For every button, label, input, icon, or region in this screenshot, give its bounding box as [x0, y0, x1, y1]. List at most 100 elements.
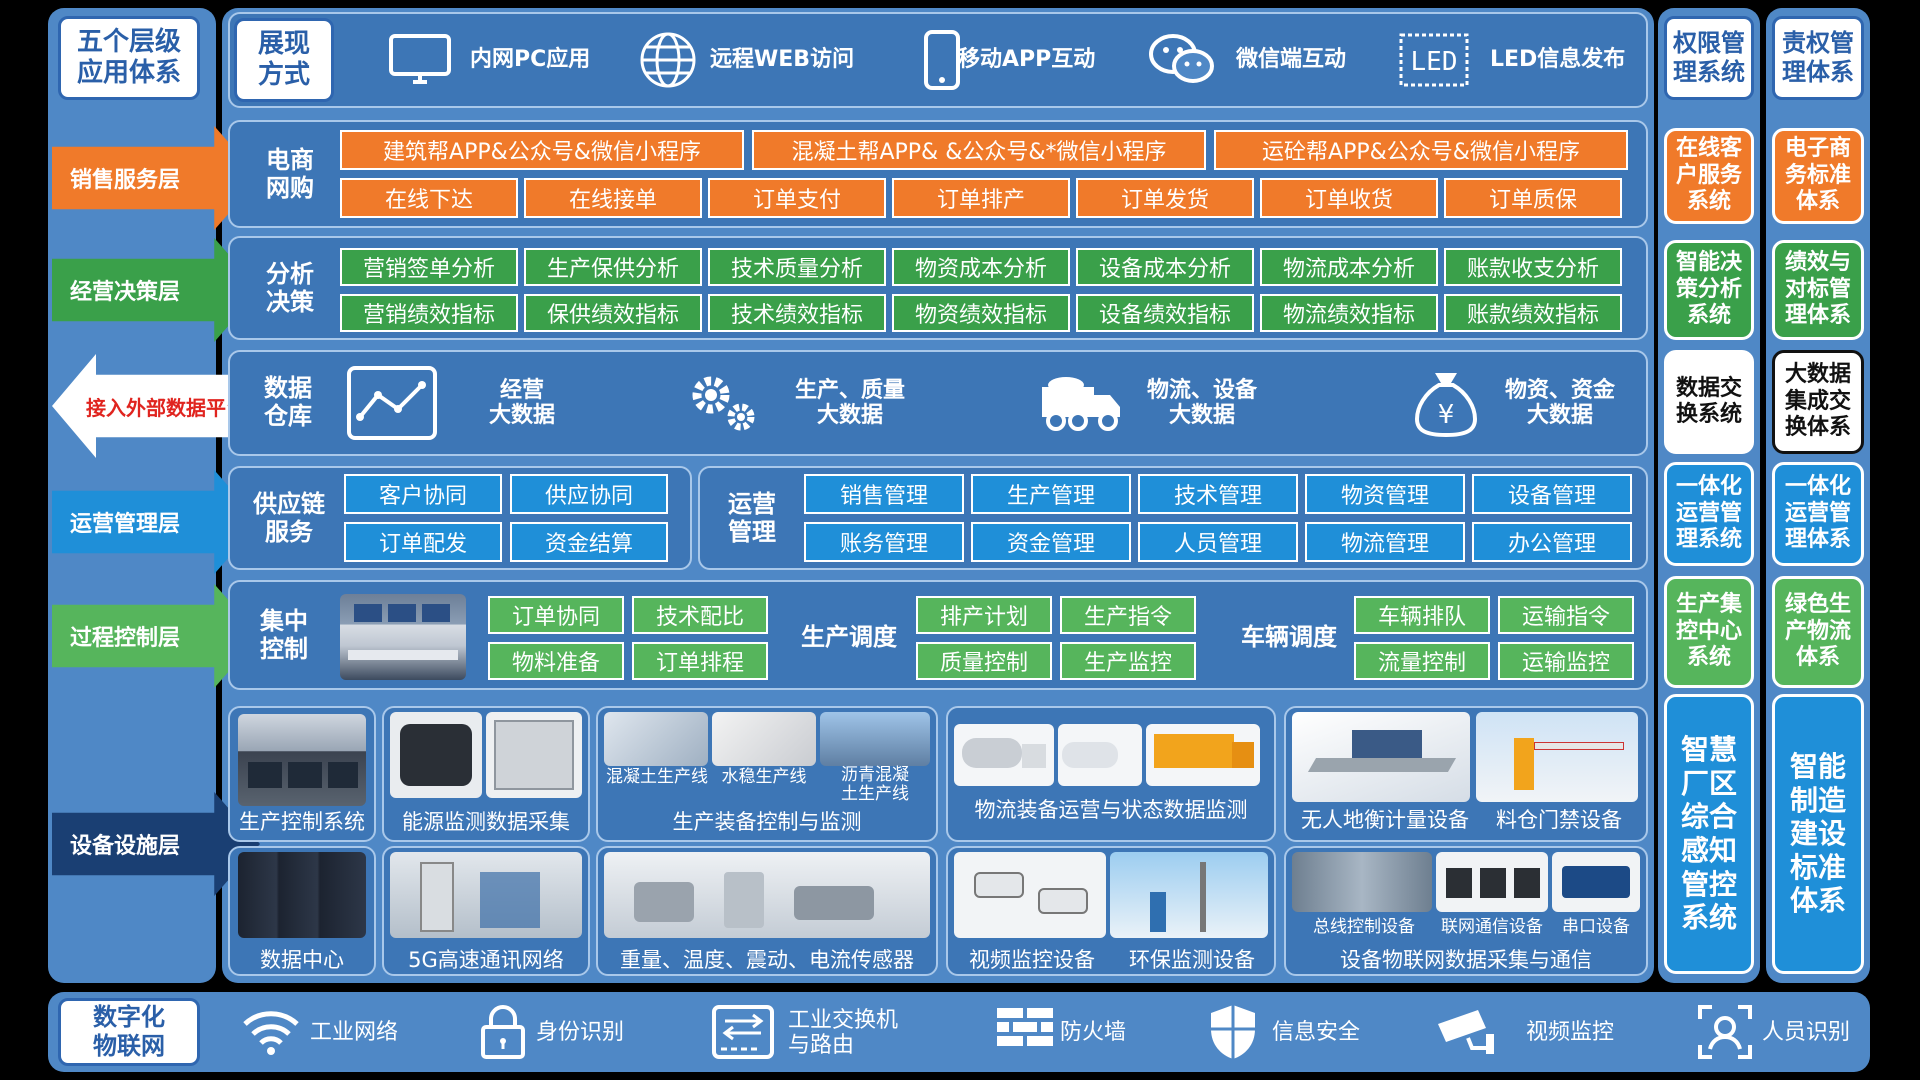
iot-item-label: 工业网络 [310, 1020, 399, 1046]
kpi-chip[interactable]: 物资绩效指标 [892, 294, 1070, 332]
prod-equip-caption: 生产装备控制与监测 [672, 810, 862, 834]
kpi-chip[interactable]: 设备绩效指标 [1076, 294, 1254, 332]
chart-line-icon [344, 362, 440, 444]
ops-chip[interactable]: 人员管理 [1138, 522, 1298, 562]
left-title: 五个层级 应用体系 [58, 16, 200, 100]
ecommerce-flow-chip[interactable]: 订单质保 [1444, 178, 1622, 218]
ops-chip[interactable]: 资金管理 [971, 522, 1131, 562]
ecommerce-flow-chip[interactable]: 订单发货 [1076, 178, 1254, 218]
analysis-chip[interactable]: 物流成本分析 [1260, 248, 1438, 286]
ecommerce-flow-chip[interactable]: 在线接单 [524, 178, 702, 218]
supply-chip[interactable]: 订单配发 [344, 522, 502, 562]
mixer-truck-image [954, 724, 1054, 786]
right2-box: 一体化 运营管 理体系 [1772, 462, 1864, 566]
phone-icon [902, 24, 982, 96]
wifi-icon [234, 1000, 308, 1064]
ops-chip[interactable]: 账务管理 [804, 522, 964, 562]
vehicle-dispatch-title: 车辆调度 [1241, 623, 1337, 652]
control-chip[interactable]: 运输监控 [1498, 642, 1634, 680]
display-row [228, 12, 1648, 108]
control-chip[interactable]: 技术配比 [632, 596, 768, 634]
control-chip[interactable]: 订单协同 [488, 596, 624, 634]
energy-caption: 能源监测数据采集 [402, 810, 570, 834]
weighbridge-image [1292, 712, 1470, 802]
supply-chip[interactable]: 客户协同 [344, 474, 502, 514]
analysis-chip[interactable]: 生产保供分析 [524, 248, 702, 286]
control-title: 集中 控制 [260, 607, 308, 663]
stable-line-caption: 水稳生产线 [721, 767, 807, 787]
control-chip[interactable]: 流量控制 [1354, 642, 1490, 680]
iot-bar [48, 992, 1870, 1072]
control-chip[interactable]: 质量控制 [916, 642, 1052, 680]
led-icon: LED [1394, 24, 1474, 96]
switch-icon [706, 1000, 780, 1064]
ecommerce-flow-chip[interactable]: 订单收货 [1260, 178, 1438, 218]
supply-chip[interactable]: 资金结算 [510, 522, 668, 562]
ops-chip[interactable]: 办公管理 [1472, 522, 1632, 562]
bus-control-image [1292, 852, 1432, 912]
warehouse-item-label: 生产、质量 大数据 [794, 377, 905, 428]
analysis-chip[interactable]: 设备成本分析 [1076, 248, 1254, 286]
display-item-label: 远程WEB访问 [710, 47, 855, 73]
5g-network-image [390, 852, 582, 938]
ops-chip[interactable]: 设备管理 [1472, 474, 1632, 514]
kpi-chip[interactable]: 账款绩效指标 [1444, 294, 1622, 332]
ops-chip[interactable]: 生产管理 [971, 474, 1131, 514]
control-chip[interactable]: 生产指令 [1060, 596, 1196, 634]
right1-box: 智慧 厂区 综合 感知 管控 系统 [1664, 694, 1754, 974]
concrete-line-caption: 混凝土生产线 [606, 767, 708, 787]
camera-icon [1430, 1000, 1504, 1064]
firewall-icon [988, 1000, 1062, 1064]
concrete-line-image [604, 712, 708, 766]
arrow-external-label: 接入外部数据平台 [86, 395, 246, 420]
svg-text:LED: LED [1411, 47, 1458, 77]
sensors-caption: 重量、温度、震动、电流传感器 [620, 948, 914, 972]
iot-item-label: 视频监控 [1526, 1020, 1615, 1046]
right2-box: 电子商 务标准 体系 [1772, 128, 1864, 224]
right2-box: 大数据 集成交 换体系 [1772, 350, 1864, 454]
control-chip[interactable]: 车辆排队 [1354, 596, 1490, 634]
prod-control-image [238, 714, 366, 806]
prod-dispatch-title: 生产调度 [801, 623, 897, 652]
kpi-chip[interactable]: 营销绩效指标 [340, 294, 518, 332]
analysis-chip[interactable]: 营销签单分析 [340, 248, 518, 286]
control-chip[interactable]: 生产监控 [1060, 642, 1196, 680]
kpi-chip[interactable]: 保供绩效指标 [524, 294, 702, 332]
ecommerce-flow-chip[interactable]: 订单排产 [892, 178, 1070, 218]
iot-caption: 设备物联网数据采集与通信 [1340, 948, 1592, 972]
display-item-label: LED信息发布 [1490, 47, 1626, 73]
iot-item-label: 信息安全 [1272, 1020, 1361, 1046]
env-caption: 环保监测设备 [1129, 948, 1255, 972]
analysis-title: 分析 决策 [266, 260, 314, 316]
kpi-chip[interactable]: 物流绩效指标 [1260, 294, 1438, 332]
warehouse-item-label: 物资、资金 大数据 [1504, 377, 1615, 428]
ecommerce-app-chip[interactable]: 混凝土帮APP& &公众号&*微信小程序 [752, 130, 1206, 170]
ops-chip[interactable]: 销售管理 [804, 474, 964, 514]
ops-chip[interactable]: 物资管理 [1305, 474, 1465, 514]
right1-box: 一体化 运营管 理系统 [1664, 462, 1754, 566]
analysis-chip[interactable]: 账款收支分析 [1444, 248, 1622, 286]
supply-chip[interactable]: 供应协同 [510, 474, 668, 514]
ecommerce-app-chip[interactable]: 运砼帮APP&公众号&微信小程序 [1214, 130, 1628, 170]
video-caption: 视频监控设备 [969, 948, 1095, 972]
kpi-chip[interactable]: 技术绩效指标 [708, 294, 886, 332]
right2-box: 绩效与 对标管 理体系 [1772, 240, 1864, 340]
control-chip[interactable]: 订单排程 [632, 642, 768, 680]
face-id-icon [1688, 1000, 1762, 1064]
analysis-chip[interactable]: 物资成本分析 [892, 248, 1070, 286]
ops-chip[interactable]: 技术管理 [1138, 474, 1298, 514]
control-chip[interactable]: 运输指令 [1498, 596, 1634, 634]
warehouse-title: 数据 仓库 [264, 374, 312, 430]
ecommerce-app-chip[interactable]: 建筑帮APP&公众号&微信小程序 [340, 130, 744, 170]
right2-box: 智能 制造 建设 标准 体系 [1772, 694, 1864, 974]
svg-text:¥: ¥ [1438, 400, 1455, 430]
ops-chip[interactable]: 物流管理 [1305, 522, 1465, 562]
control-chip[interactable]: 物料准备 [488, 642, 624, 680]
right1-box: 数据交 换系统 [1664, 350, 1754, 454]
analysis-chip[interactable]: 技术质量分析 [708, 248, 886, 286]
control-chip[interactable]: 排产计划 [916, 596, 1052, 634]
control-room-image [340, 594, 466, 680]
ecommerce-flow-chip[interactable]: 订单支付 [708, 178, 886, 218]
5g-caption: 5G高速通讯网络 [408, 948, 564, 972]
ecommerce-flow-chip[interactable]: 在线下达 [340, 178, 518, 218]
